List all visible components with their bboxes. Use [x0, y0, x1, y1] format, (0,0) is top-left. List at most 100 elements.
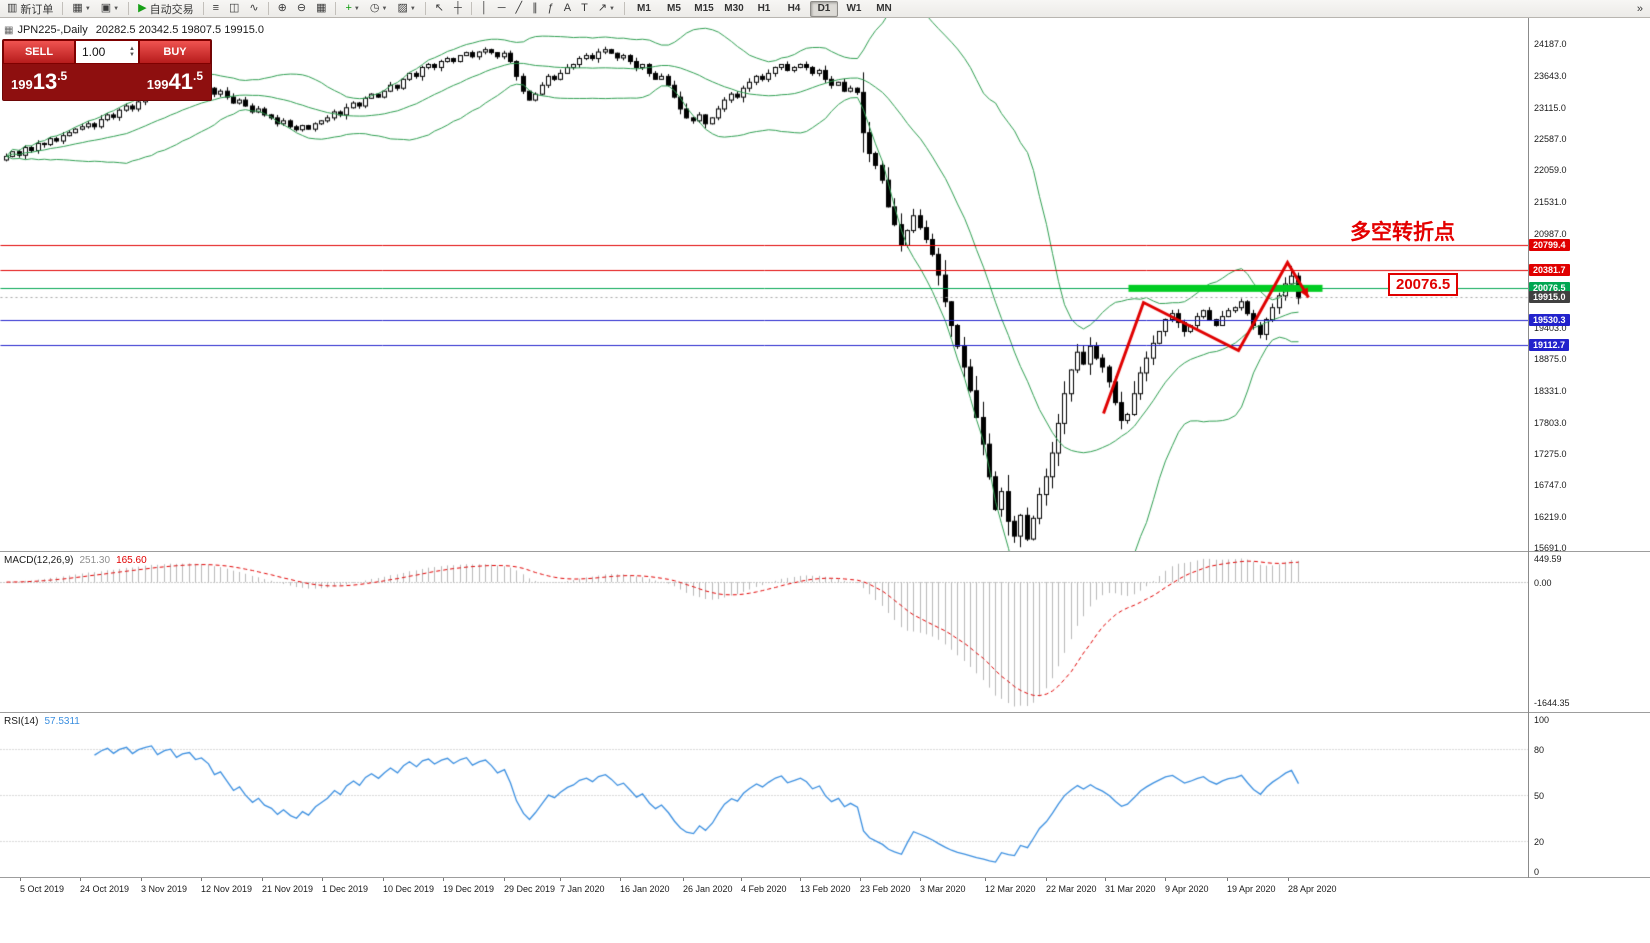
toolbar-separator: [267, 2, 269, 15]
timeframe-m1[interactable]: M1: [637, 2, 651, 14]
horizontal-line-icon[interactable]: ─: [494, 0, 510, 17]
timeframe-m5[interactable]: M5: [667, 2, 681, 14]
templates-icon[interactable]: ▨ ▼: [393, 0, 419, 17]
sell-button[interactable]: SELL: [3, 40, 75, 64]
indicators-icon: +: [345, 2, 352, 14]
channel-icon[interactable]: ∥: [528, 0, 542, 17]
crosshair-icon[interactable]: ┼: [450, 0, 466, 17]
toolbar-overflow-icon[interactable]: »: [1636, 2, 1643, 15]
volume-down-icon[interactable]: ▼: [129, 52, 135, 58]
templates-icon: ▨: [397, 2, 408, 14]
buy-button[interactable]: BUY: [139, 40, 211, 64]
price-badge: 19915.0: [1529, 291, 1570, 304]
axis-label: 449.59: [1534, 554, 1562, 564]
axis-label: 22059.0: [1534, 165, 1567, 176]
fibonacci-icon: ƒ: [547, 2, 554, 14]
dropdown-caret-icon[interactable]: ▼: [353, 5, 360, 12]
trendline-icon: ╱: [515, 2, 523, 14]
price-badge: 20799.4: [1529, 238, 1570, 251]
date-axis-label: 23 Feb 2020: [860, 884, 911, 894]
panel-divider[interactable]: [0, 551, 1650, 552]
fibonacci-icon[interactable]: ƒ: [544, 0, 558, 17]
volume-input[interactable]: 1.00 ▲ ▼: [75, 40, 139, 64]
dropdown-caret-icon[interactable]: ▼: [381, 5, 388, 12]
vertical-line-icon: │: [480, 2, 488, 14]
price-badge: 20076.5: [1529, 281, 1570, 294]
date-tick: [20, 878, 21, 881]
tile-windows-icon[interactable]: ▦: [312, 0, 330, 17]
price-level-callout[interactable]: 20076.5: [1388, 273, 1459, 296]
new-order-button-label: 新订单: [20, 3, 54, 16]
toolbar-separator: [335, 2, 337, 15]
autotrading-button[interactable]: ▶ 自动交易: [134, 0, 197, 17]
new-order-button[interactable]: ▥ 新订单: [3, 0, 57, 17]
macd-label: MACD(12,26,9) 251.30 165.60: [4, 555, 147, 566]
horizontal-line-icon: ─: [497, 2, 506, 14]
chart-title: ▦ JPN225-,Daily 20282.5 20342.5 19807.5 19…: [4, 24, 264, 36]
line-chart-icon[interactable]: ∿: [245, 0, 262, 17]
axis-label: 20: [1534, 836, 1545, 847]
date-tick: [141, 878, 142, 881]
price-badge: 19112.7: [1529, 339, 1570, 352]
panel-divider[interactable]: [0, 712, 1650, 713]
cursor-icon[interactable]: ↖: [431, 0, 448, 17]
profiles-icon: ▣: [100, 2, 112, 14]
periods-icon: ◷: [369, 2, 380, 14]
timeframe-h1[interactable]: H1: [757, 2, 771, 14]
timeframe-m30[interactable]: M30: [724, 2, 744, 14]
channel-icon: ∥: [532, 2, 538, 14]
new-chart-icon[interactable]: ▦ ▼: [68, 0, 94, 17]
indicators-icon[interactable]: + ▼: [341, 0, 363, 17]
chinese-annotation[interactable]: 多空转折点: [1350, 221, 1455, 244]
rsi-name: RSI(14): [4, 716, 39, 727]
volume-spinner[interactable]: ▲ ▼: [126, 46, 138, 58]
date-axis-label: 22 Mar 2020: [1046, 884, 1097, 894]
macd-indicator-canvas[interactable]: [0, 552, 1528, 712]
zoom-out-icon[interactable]: ⊖: [293, 0, 310, 17]
chart-area: 24187.0 23643.0 23115.0 22587.0 22059.0 21531…: [0, 18, 1650, 943]
date-axis-label: 19 Apr 2020: [1227, 884, 1276, 894]
date-tick: [920, 878, 921, 881]
price-chart-canvas[interactable]: [0, 18, 1528, 551]
toolbar-separator: [202, 2, 204, 15]
text-icon: A: [563, 2, 572, 14]
dropdown-caret-icon[interactable]: ▼: [84, 5, 91, 12]
bar-chart-icon[interactable]: ≡: [209, 0, 223, 17]
trendline-icon[interactable]: ╱: [511, 0, 526, 17]
arrows-icon[interactable]: ↗ ▼: [594, 0, 619, 17]
date-axis-label: 29 Dec 2019: [504, 884, 556, 894]
timeframe-m15[interactable]: M15: [694, 2, 714, 14]
dropdown-caret-icon[interactable]: ▼: [609, 5, 615, 12]
dropdown-caret-icon[interactable]: ▼: [113, 5, 120, 12]
volume-up-icon[interactable]: ▲: [129, 46, 135, 52]
timeframe-w1[interactable]: W1: [846, 2, 862, 14]
date-axis-label: 12 Nov 2019: [201, 884, 253, 894]
volume-value[interactable]: 1.00: [82, 45, 106, 59]
text-icon[interactable]: A: [560, 0, 575, 17]
bar-chart-icon: ≡: [212, 2, 220, 14]
candlestick-icon: ◫: [229, 2, 240, 14]
date-axis[interactable]: 5 Oct 2019 24 Oct 2019 3 Nov 2019 12 Nov 20…: [0, 878, 1650, 943]
date-tick: [262, 878, 263, 881]
axis-label: 17275.0: [1534, 449, 1567, 460]
periods-icon[interactable]: ◷ ▼: [366, 0, 392, 17]
timeframe-h4[interactable]: H4: [787, 2, 801, 14]
zoom-in-icon: ⊕: [277, 2, 287, 14]
timeframe-mn[interactable]: MN: [876, 2, 892, 14]
vertical-line-icon[interactable]: │: [477, 0, 492, 17]
date-axis-label: 28 Apr 2020: [1288, 884, 1337, 894]
dropdown-caret-icon[interactable]: ▼: [409, 5, 416, 12]
axis-label: 18875.0: [1534, 354, 1567, 365]
date-axis-label: 1 Dec 2019: [322, 884, 369, 894]
text-label-icon[interactable]: T: [577, 0, 592, 17]
axis-label: 20987.0: [1534, 228, 1567, 239]
one-click-trading-panel: SELL 1.00 ▲ ▼ BUY 19913.5 19941.5: [2, 39, 212, 101]
candlestick-icon[interactable]: ◫: [225, 0, 243, 17]
toolbar-separator: [470, 2, 472, 15]
date-tick: [1288, 878, 1289, 881]
timeframe-d1[interactable]: D1: [809, 0, 838, 17]
zoom-in-icon[interactable]: ⊕: [274, 0, 291, 17]
rsi-indicator-canvas[interactable]: [0, 713, 1528, 877]
date-tick: [800, 878, 801, 881]
profiles-icon[interactable]: ▣ ▼: [97, 0, 123, 17]
